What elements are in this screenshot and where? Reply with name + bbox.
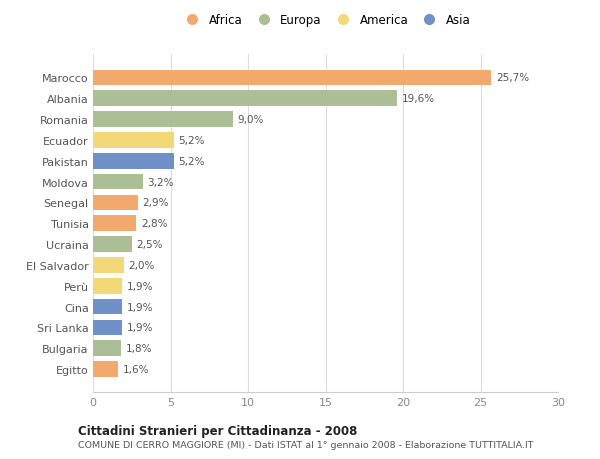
Bar — [93, 70, 491, 86]
Text: 9,0%: 9,0% — [237, 115, 263, 125]
Text: 3,2%: 3,2% — [147, 177, 174, 187]
Bar — [93, 216, 136, 231]
Text: Cittadini Stranieri per Cittadinanza - 2008: Cittadini Stranieri per Cittadinanza - 2… — [78, 424, 358, 437]
Bar — [93, 91, 397, 107]
Bar — [93, 362, 118, 377]
Text: 19,6%: 19,6% — [401, 94, 434, 104]
Text: 2,5%: 2,5% — [136, 240, 163, 250]
Bar — [93, 299, 122, 315]
Bar — [93, 112, 233, 128]
Text: COMUNE DI CERRO MAGGIORE (MI) - Dati ISTAT al 1° gennaio 2008 - Elaborazione TUT: COMUNE DI CERRO MAGGIORE (MI) - Dati IST… — [78, 441, 533, 449]
Text: 1,9%: 1,9% — [127, 281, 154, 291]
Text: 1,8%: 1,8% — [125, 343, 152, 353]
Text: 2,9%: 2,9% — [143, 198, 169, 208]
Text: 2,8%: 2,8% — [141, 219, 167, 229]
Text: 5,2%: 5,2% — [178, 135, 205, 146]
Text: 1,9%: 1,9% — [127, 302, 154, 312]
Legend: Africa, Europa, America, Asia: Africa, Europa, America, Asia — [177, 11, 474, 30]
Text: 1,9%: 1,9% — [127, 323, 154, 333]
Bar — [93, 154, 173, 169]
Bar — [93, 237, 132, 252]
Text: 5,2%: 5,2% — [178, 157, 205, 166]
Bar — [93, 257, 124, 273]
Text: 1,6%: 1,6% — [122, 364, 149, 374]
Bar — [93, 195, 138, 211]
Bar — [93, 174, 143, 190]
Bar — [93, 278, 122, 294]
Text: 2,0%: 2,0% — [128, 260, 155, 270]
Bar — [93, 320, 122, 336]
Bar — [93, 133, 173, 148]
Bar — [93, 341, 121, 356]
Text: 25,7%: 25,7% — [496, 73, 529, 83]
